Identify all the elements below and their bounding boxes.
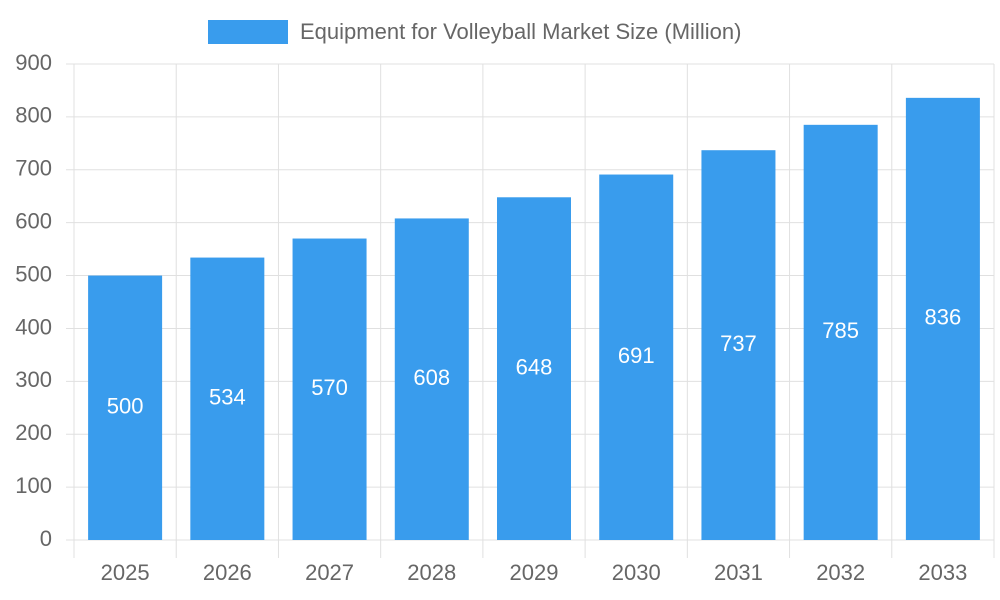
- x-tick-label: 2032: [816, 560, 865, 585]
- y-tick-label: 800: [15, 103, 52, 128]
- y-tick-label: 500: [15, 261, 52, 286]
- data-label: 836: [925, 305, 962, 330]
- y-tick-label: 700: [15, 156, 52, 181]
- y-tick-label: 200: [15, 420, 52, 445]
- x-tick-label: 2027: [305, 560, 354, 585]
- x-tick-label: 2031: [714, 560, 763, 585]
- data-label: 648: [516, 354, 553, 379]
- bar: [190, 257, 265, 540]
- bar: [701, 150, 776, 540]
- bar: [599, 174, 674, 540]
- bar: [905, 97, 980, 541]
- x-tick-label: 2026: [203, 560, 252, 585]
- y-tick-label: 0: [40, 526, 52, 551]
- x-tick-label: 2033: [918, 560, 967, 585]
- data-label: 608: [413, 365, 450, 390]
- data-label: 785: [822, 318, 859, 343]
- y-tick-label: 100: [15, 473, 52, 498]
- x-tick-label: 2029: [510, 560, 559, 585]
- x-tick-label: 2025: [101, 560, 150, 585]
- y-tick-label: 600: [15, 208, 52, 233]
- x-tick-label: 2028: [407, 560, 456, 585]
- data-label: 500: [107, 394, 144, 419]
- bar: [803, 124, 878, 541]
- bar: [394, 218, 469, 541]
- x-tick-label: 2030: [612, 560, 661, 585]
- bar: [88, 275, 163, 540]
- bar: [497, 197, 571, 540]
- data-label: 737: [720, 331, 757, 356]
- legend-label: Equipment for Volleyball Market Size (Mi…: [300, 19, 741, 44]
- bar: [292, 238, 367, 541]
- data-label: 691: [618, 343, 655, 368]
- data-label: 570: [311, 375, 348, 400]
- y-tick-label: 900: [15, 50, 52, 75]
- legend-swatch: [208, 20, 288, 44]
- y-tick-label: 300: [15, 367, 52, 392]
- data-label: 534: [209, 385, 246, 410]
- y-tick-label: 400: [15, 314, 52, 339]
